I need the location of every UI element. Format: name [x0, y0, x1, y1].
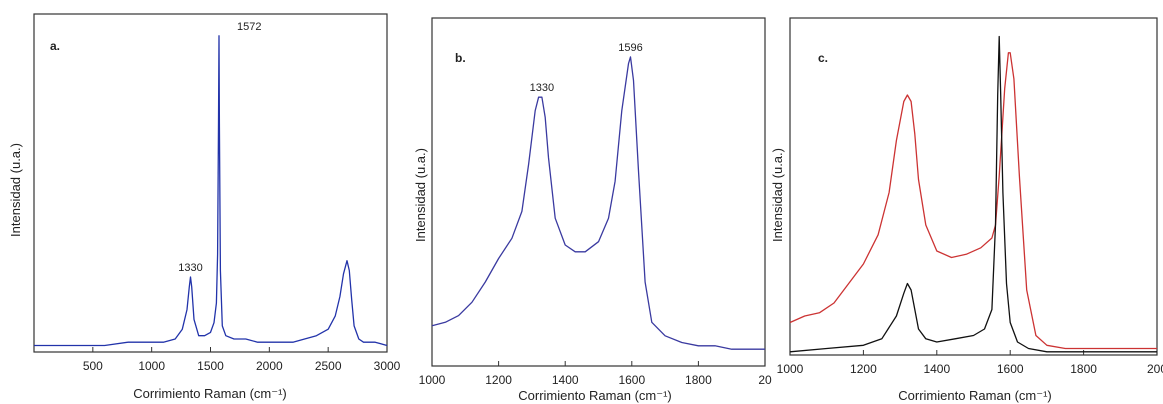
panel-c-xtick-label: 1000 [777, 362, 804, 376]
panel-a-ylabel: Intensidad (u.a.) [8, 143, 23, 237]
panel-b-xtick-label: 1800 [685, 373, 712, 387]
panel-b-ylabel: Intensidad (u.a.) [413, 148, 428, 242]
panel-b: b. Intensidad (u.a.) Corrimiento Raman (… [413, 17, 772, 403]
panel-b-xtick-label: 1000 [419, 373, 446, 387]
panel-a-xtick-label: 3000 [374, 359, 401, 373]
panel-c-xtick-label: 1600 [997, 362, 1024, 376]
panel-b-peak-label: 1330 [530, 82, 554, 94]
panel-b-letter: b. [455, 51, 466, 65]
panel-a: a. Intensidad (u.a.) Corrimiento Raman (… [8, 13, 401, 401]
panel-a-peak-label: 1330 [178, 262, 202, 274]
panel-a-xtick-label: 500 [83, 359, 103, 373]
panel-b-xtick-label: 1600 [618, 373, 645, 387]
panel-a-xtick-label: 1500 [197, 359, 224, 373]
panel-a-xtick-label: 1000 [138, 359, 165, 373]
panel-b-xtick-label: 1200 [485, 373, 512, 387]
panel-b-frame [431, 17, 766, 367]
panel-b-xtick-label: 20 [758, 373, 772, 387]
panel-c-series-1-line [789, 52, 1157, 350]
panel-c-series-2-line [789, 35, 1157, 353]
panel-a-series-1-line [34, 35, 388, 347]
panel-a-xtick-label: 2500 [315, 359, 342, 373]
panel-b-xtick-label: 1400 [552, 373, 579, 387]
panel-c-xtick-label: 1400 [923, 362, 950, 376]
panel-c-xtick-label: 200 [1147, 362, 1163, 376]
panel-a-frame [33, 13, 388, 353]
panel-b-series-1-line [431, 56, 765, 350]
panel-a-letter: a. [50, 39, 60, 53]
panel-c-xlabel: Corrimiento Raman (cm⁻¹) [898, 388, 1052, 403]
panel-b-xlabel: Corrimiento Raman (cm⁻¹) [518, 388, 672, 403]
panel-b-peak-label: 1596 [618, 42, 642, 54]
panel-c-xtick-label: 1800 [1070, 362, 1097, 376]
panel-c: c. Intensidad (u.a.) Corrimiento Raman (… [770, 17, 1163, 403]
panel-a-xtick-label: 2000 [256, 359, 283, 373]
panel-c-frame [789, 17, 1158, 356]
panel-a-xlabel: Corrimiento Raman (cm⁻¹) [133, 386, 287, 401]
panel-c-letter: c. [818, 51, 828, 65]
panel-c-ylabel: Intensidad (u.a.) [770, 148, 785, 242]
panel-a-peak-label: 1572 [237, 21, 261, 33]
panel-c-xtick-label: 1200 [850, 362, 877, 376]
